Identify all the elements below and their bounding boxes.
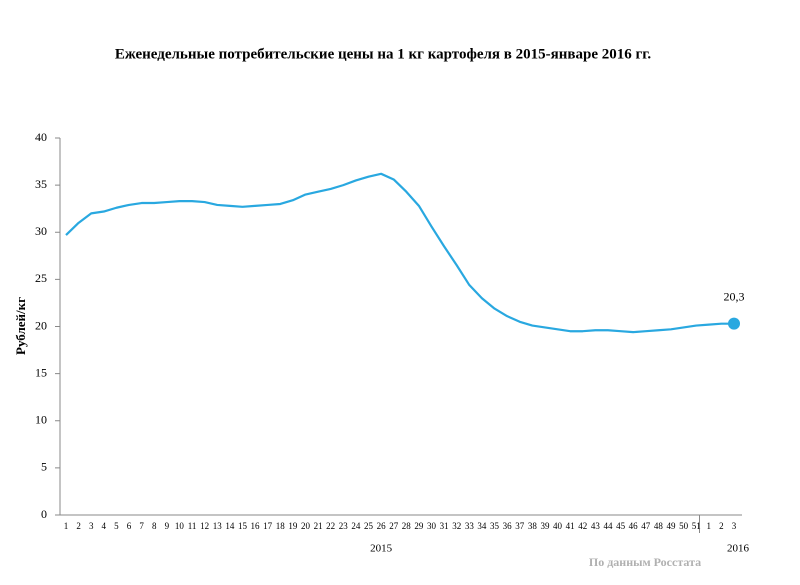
x-tick-label: 4 bbox=[102, 521, 107, 531]
x-tick-label: 29 bbox=[414, 521, 424, 531]
x-tick-label: 50 bbox=[679, 521, 689, 531]
x-tick-label: 6 bbox=[127, 521, 132, 531]
x-tick-label: 41 bbox=[566, 521, 575, 531]
y-tick-label: 20 bbox=[35, 318, 47, 332]
group-label: 2016 bbox=[727, 543, 750, 555]
x-tick-label: 7 bbox=[139, 521, 144, 531]
x-tick-label: 51 bbox=[692, 521, 701, 531]
x-tick-label: 9 bbox=[165, 521, 170, 531]
x-tick-label: 11 bbox=[188, 521, 197, 531]
x-tick-label: 26 bbox=[377, 521, 387, 531]
x-tick-label: 14 bbox=[225, 521, 235, 531]
x-tick-label: 45 bbox=[616, 521, 626, 531]
x-tick-label: 22 bbox=[326, 521, 335, 531]
group-label: 2015 bbox=[370, 543, 393, 555]
x-tick-label: 15 bbox=[238, 521, 248, 531]
y-tick-label: 40 bbox=[35, 130, 47, 144]
x-tick-label: 3 bbox=[89, 521, 94, 531]
x-tick-label: 46 bbox=[629, 521, 639, 531]
source-note: По данным Росстата bbox=[589, 555, 701, 569]
x-tick-label: 23 bbox=[339, 521, 349, 531]
x-tick-label: 37 bbox=[515, 521, 525, 531]
x-tick-label: 10 bbox=[175, 521, 185, 531]
x-tick-label: 21 bbox=[314, 521, 323, 531]
x-tick-label: 47 bbox=[641, 521, 651, 531]
x-tick-label: 40 bbox=[553, 521, 563, 531]
x-tick-label: 3 bbox=[732, 521, 737, 531]
x-tick-label: 31 bbox=[440, 521, 449, 531]
x-tick-label: 2 bbox=[719, 521, 724, 531]
y-axis-label: Рублей/кг bbox=[13, 297, 28, 355]
value-label: 20,3 bbox=[724, 289, 745, 303]
x-tick-label: 44 bbox=[603, 521, 613, 531]
x-tick-label: 18 bbox=[276, 521, 286, 531]
x-tick-label: 32 bbox=[452, 521, 461, 531]
x-tick-label: 30 bbox=[427, 521, 437, 531]
x-tick-label: 16 bbox=[251, 521, 261, 531]
x-tick-label: 24 bbox=[351, 521, 361, 531]
x-tick-label: 19 bbox=[288, 521, 298, 531]
y-tick-label: 25 bbox=[35, 271, 47, 285]
x-tick-label: 43 bbox=[591, 521, 601, 531]
y-tick-label: 35 bbox=[35, 177, 47, 191]
x-tick-label: 2 bbox=[76, 521, 81, 531]
x-tick-label: 27 bbox=[389, 521, 399, 531]
x-tick-label: 5 bbox=[114, 521, 119, 531]
x-tick-label: 13 bbox=[213, 521, 223, 531]
point-marker bbox=[728, 317, 740, 330]
x-tick-label: 49 bbox=[666, 521, 676, 531]
x-tick-label: 39 bbox=[540, 521, 550, 531]
x-tick-label: 20 bbox=[301, 521, 311, 531]
y-tick-label: 5 bbox=[41, 460, 47, 474]
x-tick-label: 34 bbox=[477, 521, 487, 531]
x-tick-label: 17 bbox=[263, 521, 273, 531]
x-tick-label: 48 bbox=[654, 521, 664, 531]
line-series bbox=[65, 172, 734, 334]
chart-title: Еженедельные потребительские цены на 1 к… bbox=[115, 46, 652, 62]
x-tick-label: 36 bbox=[503, 521, 513, 531]
x-tick-label: 12 bbox=[200, 521, 209, 531]
y-tick-label: 10 bbox=[35, 413, 47, 427]
x-tick-label: 8 bbox=[152, 521, 157, 531]
y-tick-label: 30 bbox=[35, 224, 47, 238]
x-tick-label: 25 bbox=[364, 521, 374, 531]
x-tick-label: 1 bbox=[707, 521, 712, 531]
y-tick-label: 0 bbox=[41, 507, 47, 521]
x-tick-label: 42 bbox=[578, 521, 587, 531]
x-tick-label: 33 bbox=[465, 521, 475, 531]
x-tick-label: 1 bbox=[64, 521, 69, 531]
x-tick-label: 35 bbox=[490, 521, 500, 531]
x-tick-label: 28 bbox=[402, 521, 412, 531]
y-tick-label: 15 bbox=[35, 365, 47, 379]
x-tick-label: 38 bbox=[528, 521, 538, 531]
